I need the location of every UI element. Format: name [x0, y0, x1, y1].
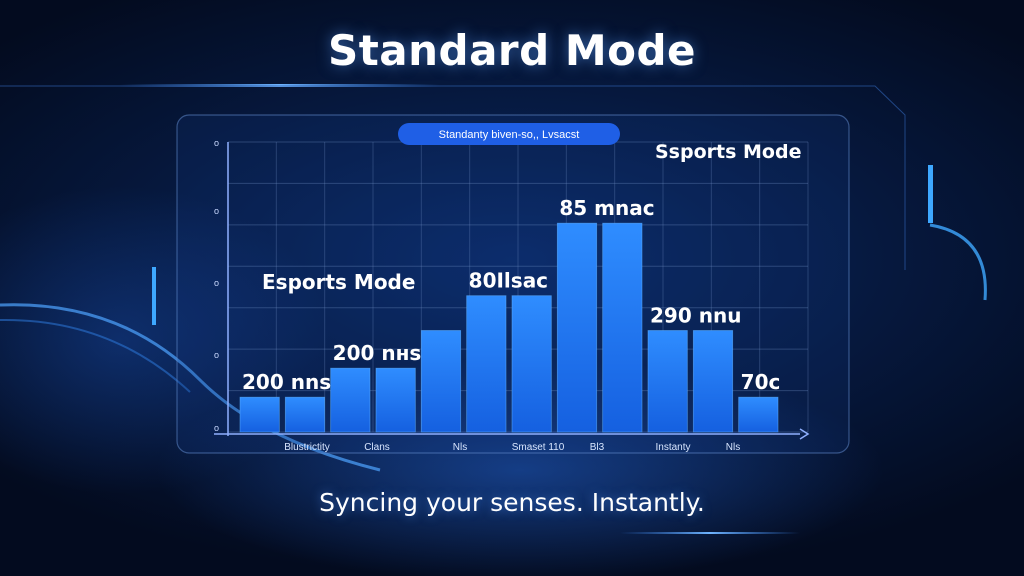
data-label: 200 nнs: [333, 341, 422, 365]
bar: [239, 396, 280, 433]
category-label: Blustrictity: [284, 442, 330, 453]
bar: [330, 367, 371, 433]
data-label: 80Ilsac: [469, 269, 548, 293]
y-tick-label: o: [214, 423, 219, 433]
bar: [556, 222, 598, 433]
data-label: 200 nns: [242, 370, 331, 394]
y-tick-label: o: [214, 350, 219, 360]
tagline: Syncing your senses. Instantly.: [319, 488, 705, 517]
annotation-left: Esports Mode: [262, 270, 415, 294]
data-label: 70c: [741, 370, 781, 394]
bar: [375, 367, 416, 433]
left-accent-bar: [152, 267, 156, 325]
category-label: Nls: [726, 442, 740, 453]
y-tick-labels: o o o o o: [214, 138, 219, 433]
category-label: Clans: [364, 442, 390, 453]
data-label: 85 mnac: [559, 196, 654, 220]
y-tick-label: o: [214, 206, 219, 216]
axes: [214, 142, 810, 440]
left-wave: [0, 303, 381, 472]
legend-badge: [398, 123, 620, 145]
page-title: Standard Mode: [327, 26, 697, 75]
bar: [738, 396, 779, 433]
legend-badge-text: Standanty biven-so,, Lvsacst: [439, 129, 580, 141]
x-axis-arrow: [799, 428, 810, 440]
bars: [239, 222, 779, 433]
category-label: Bl3: [590, 442, 605, 453]
left-wave-2: [0, 318, 191, 393]
bar: [420, 330, 462, 433]
header-frame-line: [0, 85, 906, 270]
category-labels: Blustrictity Clans Nls Smaset 110 Bl3 Instant…: [284, 442, 740, 453]
right-accent-bar: [928, 165, 933, 223]
bar: [602, 222, 643, 433]
bar: [511, 295, 552, 433]
right-accent-curve: [929, 223, 987, 301]
bar: [466, 295, 507, 433]
category-label: Instanty: [655, 442, 690, 453]
annotation-top-right: Ssports Mode: [655, 141, 801, 163]
category-label: Smaset 110: [512, 442, 565, 453]
footer-glow-line: [620, 532, 800, 534]
bar: [284, 396, 326, 433]
category-label: Nls: [453, 442, 467, 453]
bar: [692, 330, 734, 433]
grid-lines: [227, 141, 809, 433]
data-label: 290 nnu: [650, 304, 741, 328]
y-tick-label: o: [214, 138, 219, 148]
y-tick-label: o: [214, 278, 219, 288]
bar: [647, 330, 688, 433]
